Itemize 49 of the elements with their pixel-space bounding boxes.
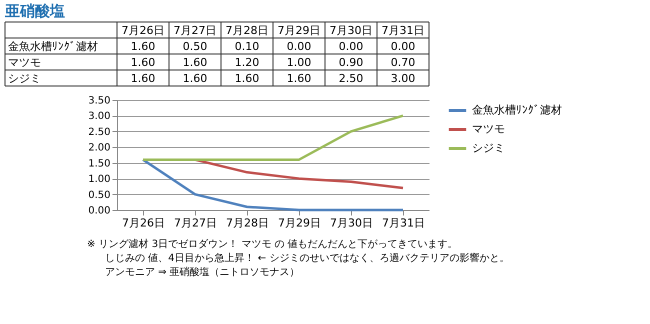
data-label: 1.60 [130, 72, 156, 85]
data-label: 1.60 [182, 56, 208, 69]
y-tick-label: 1.00 [88, 174, 110, 186]
chart-title: 亜硝酸塩 [4, 2, 65, 20]
data-label: 3.00 [390, 72, 416, 85]
text: シジミ [8, 72, 41, 85]
data-label: 1.20 [234, 56, 260, 69]
data-label: 1.00 [286, 56, 312, 69]
y-tick-label: 2.00 [88, 142, 110, 154]
y-tick-label: 3.50 [88, 96, 110, 106]
data-label: 1.60 [182, 72, 208, 85]
x-tick-label: 7月29日 [278, 216, 321, 230]
data-label: 0.00 [390, 40, 416, 53]
legend-label: マツモ [472, 122, 505, 136]
x-tick-label: 7月26日 [122, 216, 165, 230]
data-label: 1.60 [286, 72, 312, 85]
data-label: 0.10 [234, 40, 260, 53]
category-label: 7月29日 [278, 24, 320, 37]
y-tick-label: 0.00 [88, 206, 110, 216]
text: アンモニア ⇒ 亜硝酸塩（ニトロソモナス） [105, 266, 300, 278]
x-tick-label: 7月28日 [226, 216, 269, 230]
y-tick-label: 2.50 [88, 126, 110, 138]
x-tick-label: 7月31日 [382, 216, 425, 230]
y-tick-label: 1.50 [88, 158, 110, 170]
data-label: 0.50 [182, 40, 208, 53]
data-label: 1.60 [234, 72, 260, 85]
x-tick-label: 7月27日 [174, 216, 217, 230]
category-label: 7月31日 [382, 24, 424, 37]
category-label: 7月27日 [174, 24, 216, 37]
category-label: 7月28日 [226, 24, 268, 37]
data-label: 0.90 [338, 56, 364, 69]
data-label: 0.70 [390, 56, 416, 69]
line-series [142, 158, 404, 212]
data-label: 1.60 [130, 40, 156, 53]
text: しじみの 値、4日目から急上昇！ ← シジミのせいではなく、ろ過バクテリアの影響かと。 [105, 252, 510, 264]
legend-label: 金魚水槽ﾘﾝｸﾞ濾材 [472, 104, 562, 116]
text: マツモ [8, 56, 41, 69]
data-label: 2.50 [338, 72, 364, 85]
data-label: 1.60 [130, 56, 156, 69]
y-tick-label: 3.00 [88, 111, 110, 122]
data-label: 0.00 [286, 40, 312, 53]
data-label: 0.00 [338, 40, 364, 53]
y-tick-label: 0.50 [88, 190, 110, 201]
text: 金魚水槽ﾘﾝｸﾞ濾材 [8, 40, 98, 53]
legend-label: シジミ [472, 142, 505, 154]
category-label: 7月26日 [122, 24, 164, 37]
x-tick-label: 7月30日 [330, 216, 373, 230]
text: ※ リング濾材 3日でゼロダウン！ マツモ の 値もだんだんと下がってきています。 [87, 238, 458, 250]
category-label: 7月30日 [330, 24, 372, 37]
